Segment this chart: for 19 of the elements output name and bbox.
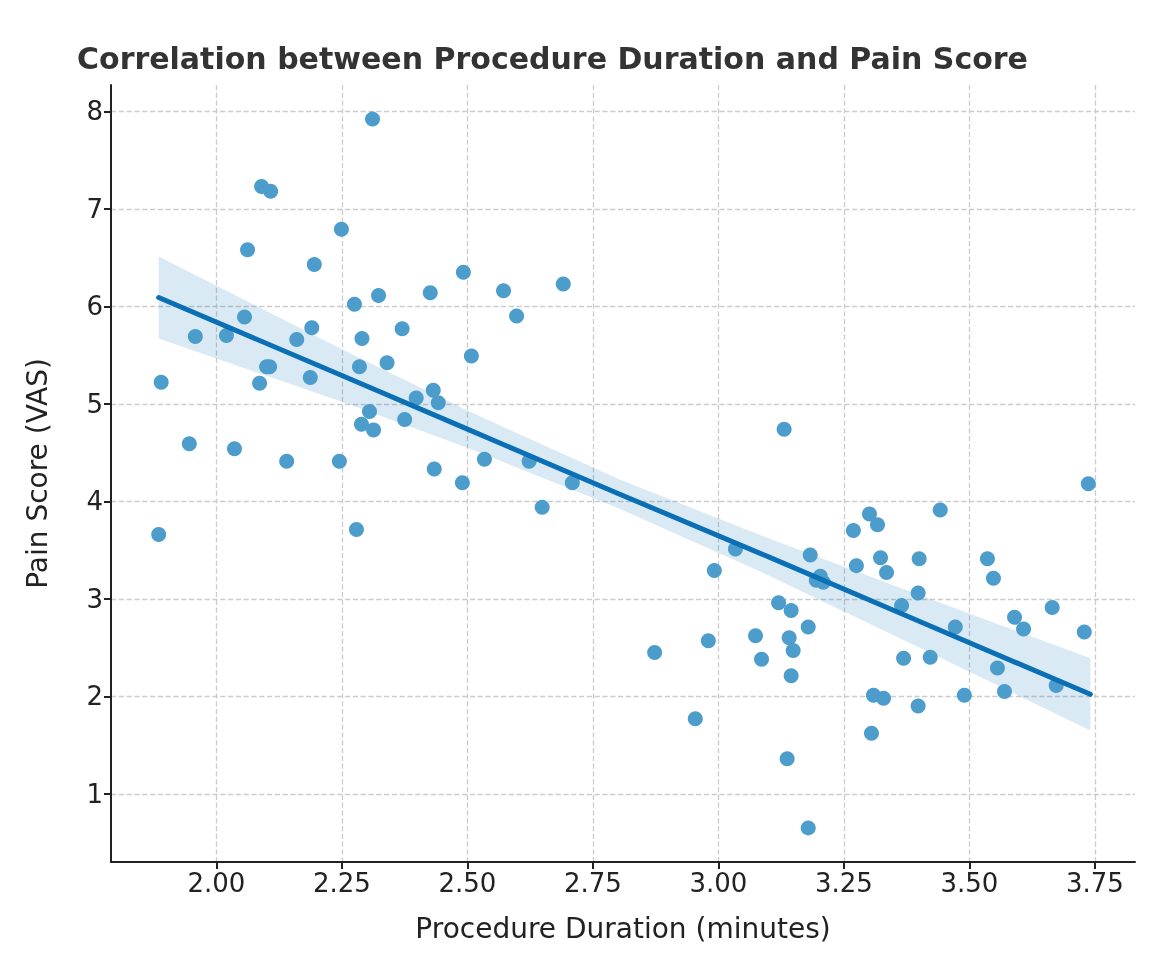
y-tick-label: 1 [86,778,103,809]
x-tick-label: 3.00 [689,868,748,898]
y-tick-label: 3 [86,583,103,614]
y-tick-label: 6 [86,291,103,322]
y-tick-label: 5 [86,388,103,419]
x-tick-label: 2.00 [187,868,246,898]
x-axis-title: Procedure Duration (minutes) [415,911,831,945]
x-tick-label: 2.50 [438,868,497,898]
x-tick-label: 3.75 [1065,868,1124,898]
y-tick-label: 4 [86,486,103,517]
x-tick-label: 2.75 [563,868,622,898]
x-tick-label: 3.25 [814,868,873,898]
chart-title: Correlation between Procedure Duration and Pain Score [77,40,1028,76]
y-axis-title: Pain Score (VAS) [20,358,54,589]
y-tick-label: 8 [86,96,103,127]
y-tick-label: 2 [86,681,103,712]
y-tick-label: 7 [86,193,103,224]
x-tick-label: 2.25 [312,868,371,898]
x-tick-label: 3.50 [940,868,999,898]
